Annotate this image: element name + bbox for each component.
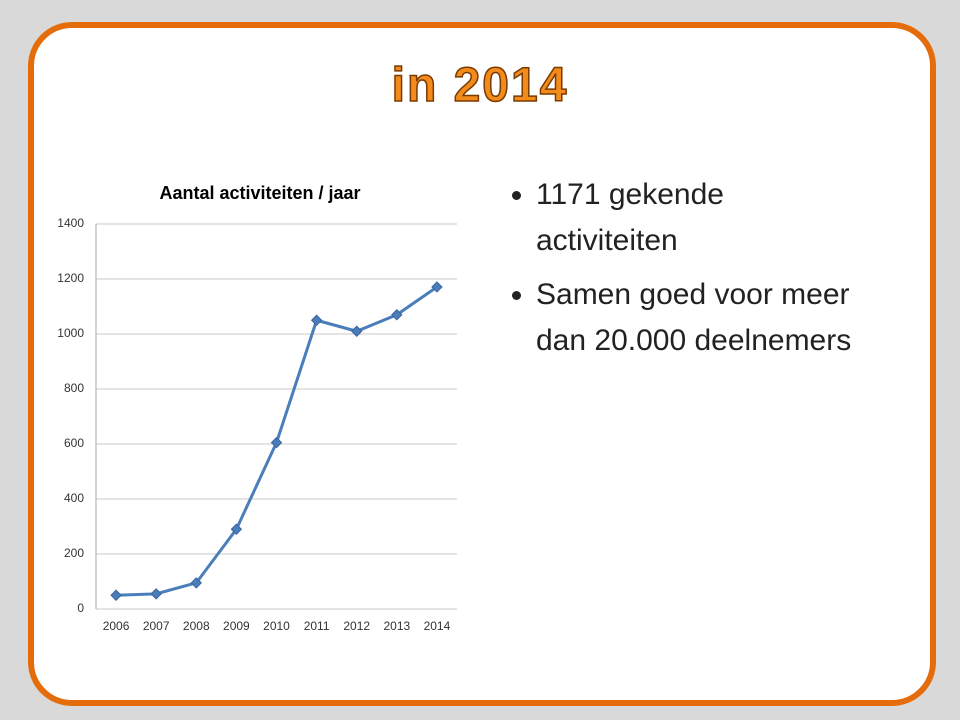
marker [230, 523, 243, 535]
x-tick-label: 2012 [343, 619, 370, 633]
x-tick-label: 2011 [304, 619, 330, 633]
marker [150, 588, 162, 600]
y-tick-label: 800 [64, 381, 84, 395]
marker [110, 589, 122, 601]
chart-title: Aantal activiteiten / jaar [159, 183, 360, 203]
bullet: Samen goed voor meer dan 20.000 deelneme… [536, 272, 866, 364]
x-tick-label: 2014 [424, 619, 451, 633]
y-tick-label: 1200 [57, 271, 84, 285]
y-tick-label: 200 [64, 546, 84, 560]
marker [310, 314, 323, 326]
slide-title: in 2014 [391, 58, 569, 113]
slide-frame [28, 22, 936, 706]
x-tick-label: 2008 [183, 619, 210, 633]
marker [431, 281, 443, 293]
marker [351, 325, 363, 337]
y-tick-label: 400 [64, 491, 84, 505]
bullet-list: 1171 gekende activiteiten Samen goed voo… [500, 172, 866, 372]
x-tick-label: 2013 [383, 619, 410, 633]
y-tick-label: 1400 [57, 216, 84, 230]
marker [391, 309, 403, 321]
marker [190, 577, 202, 589]
bullet: 1171 gekende activiteiten [536, 172, 866, 264]
marker [270, 436, 283, 449]
y-tick-label: 600 [64, 436, 84, 450]
x-tick-label: 2009 [223, 619, 250, 633]
x-tick-label: 2007 [143, 619, 170, 633]
y-tick-label: 0 [77, 601, 84, 615]
y-tick-label: 1000 [57, 326, 84, 340]
x-tick-label: 2010 [263, 619, 290, 633]
x-tick-label: 2006 [103, 619, 130, 633]
